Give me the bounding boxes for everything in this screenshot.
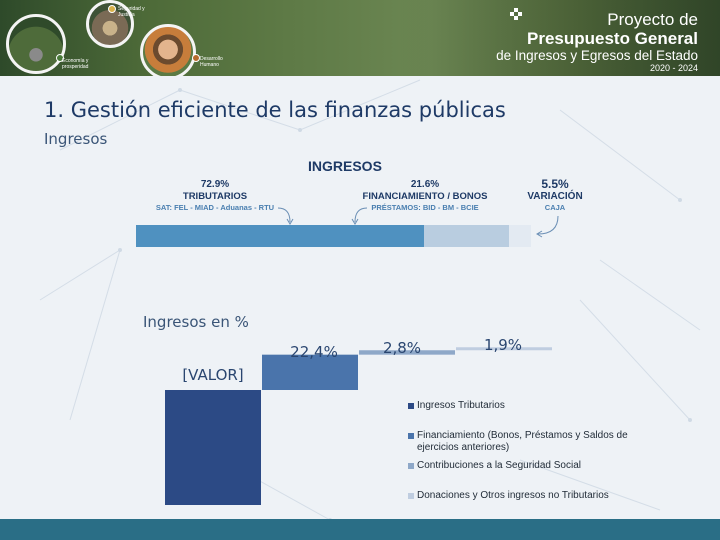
variacion-arrow-icon bbox=[536, 215, 559, 238]
legend-item-3: Donaciones y Otros ingresos no Tributari… bbox=[408, 490, 609, 502]
bar-tributarios bbox=[165, 390, 261, 505]
financiamiento-label: 21.6% FINANCIAMIENTO / BONOS PRÉSTAMOS: … bbox=[350, 179, 500, 213]
development-pin-icon bbox=[192, 54, 200, 62]
tributarios-label: 72.9% TRIBUTARIOS SAT: FEL - MIAD - Adua… bbox=[140, 179, 290, 213]
legend-item-2: Contribuciones a la Seguridad Social bbox=[408, 460, 581, 472]
chart-title: Ingresos en % bbox=[143, 313, 249, 331]
variacion-name: VARIACIÓN bbox=[527, 191, 583, 202]
development-caption: Desarrollo Humano bbox=[200, 56, 223, 68]
variacion-detail: CAJA bbox=[544, 203, 566, 212]
legend-item-1: Financiamiento (Bonos, Préstamos y Saldo… bbox=[408, 430, 658, 454]
ingresos-stacked-bar bbox=[136, 225, 531, 247]
economy-caption: Economía y prosperidad bbox=[62, 58, 89, 70]
stack-segment-financiamiento bbox=[423, 225, 510, 247]
tributarios-pct: 72.9% bbox=[200, 179, 230, 190]
security-caption: Seguridad y Justicia bbox=[118, 6, 145, 18]
legend-swatch-icon bbox=[408, 493, 414, 499]
variacion-label: 5.5% VARIACIÓN CAJA bbox=[520, 178, 590, 213]
data-label-2: 2,8% bbox=[383, 339, 421, 357]
stack-segment-tributarios bbox=[136, 225, 424, 247]
header-banner: Seguridad y Justicia Economía y prosperi… bbox=[0, 0, 720, 76]
variacion-pct: 5.5% bbox=[541, 177, 569, 191]
economy-pin-icon bbox=[56, 54, 64, 62]
child-photo bbox=[140, 24, 196, 76]
brand-years: 2020 - 2024 bbox=[649, 63, 698, 73]
road-photo bbox=[6, 14, 66, 74]
legend-label: Financiamiento (Bonos, Préstamos y Saldo… bbox=[417, 430, 628, 453]
data-label-1: 22,4% bbox=[290, 343, 338, 361]
financiamiento-arrow-icon bbox=[351, 207, 368, 225]
legend-label: Contribuciones a la Seguridad Social bbox=[417, 460, 581, 471]
bar-donaciones bbox=[456, 347, 552, 351]
tributarios-detail: SAT: FEL - MIAD - Aduanas - RTU bbox=[155, 203, 275, 212]
data-label-3: 1,9% bbox=[484, 336, 522, 354]
legend-label: Donaciones y Otros ingresos no Tributari… bbox=[417, 490, 609, 501]
brand-logo-icon bbox=[510, 8, 522, 20]
slide-subtitle: Ingresos bbox=[44, 130, 108, 148]
slide-title: 1. Gestión eficiente de las finanzas púb… bbox=[44, 98, 506, 122]
tributarios-name: TRIBUTARIOS bbox=[182, 191, 248, 202]
ingresos-heading: INGRESOS bbox=[308, 158, 382, 174]
bar-financiamiento bbox=[262, 354, 358, 390]
stack-segment-variacion bbox=[509, 225, 531, 247]
legend-label: Ingresos Tributarios bbox=[417, 400, 505, 411]
brand-line-3: de Ingresos y Egresos del Estado bbox=[496, 48, 698, 63]
brand-block: Proyecto de Presupuesto General de Ingre… bbox=[496, 10, 698, 74]
financiamiento-detail: PRÉSTAMOS: BID - BM - BCIE bbox=[371, 203, 479, 212]
footer-bar bbox=[0, 519, 720, 540]
brand-line-1: Proyecto de bbox=[607, 10, 698, 29]
data-label-0: [VALOR] bbox=[182, 366, 243, 384]
financiamiento-name: FINANCIAMIENTO / BONOS bbox=[362, 191, 488, 202]
brand-line-2: Presupuesto General bbox=[526, 29, 698, 48]
security-pin-icon bbox=[108, 5, 116, 13]
bar-seguridad-social bbox=[359, 350, 455, 355]
legend-swatch-icon bbox=[408, 463, 414, 469]
tributarios-arrow-icon bbox=[277, 207, 294, 225]
legend-item-0: Ingresos Tributarios bbox=[408, 400, 505, 412]
legend-swatch-icon bbox=[408, 403, 414, 409]
financiamiento-pct: 21.6% bbox=[410, 179, 440, 190]
legend-swatch-icon bbox=[408, 433, 414, 439]
